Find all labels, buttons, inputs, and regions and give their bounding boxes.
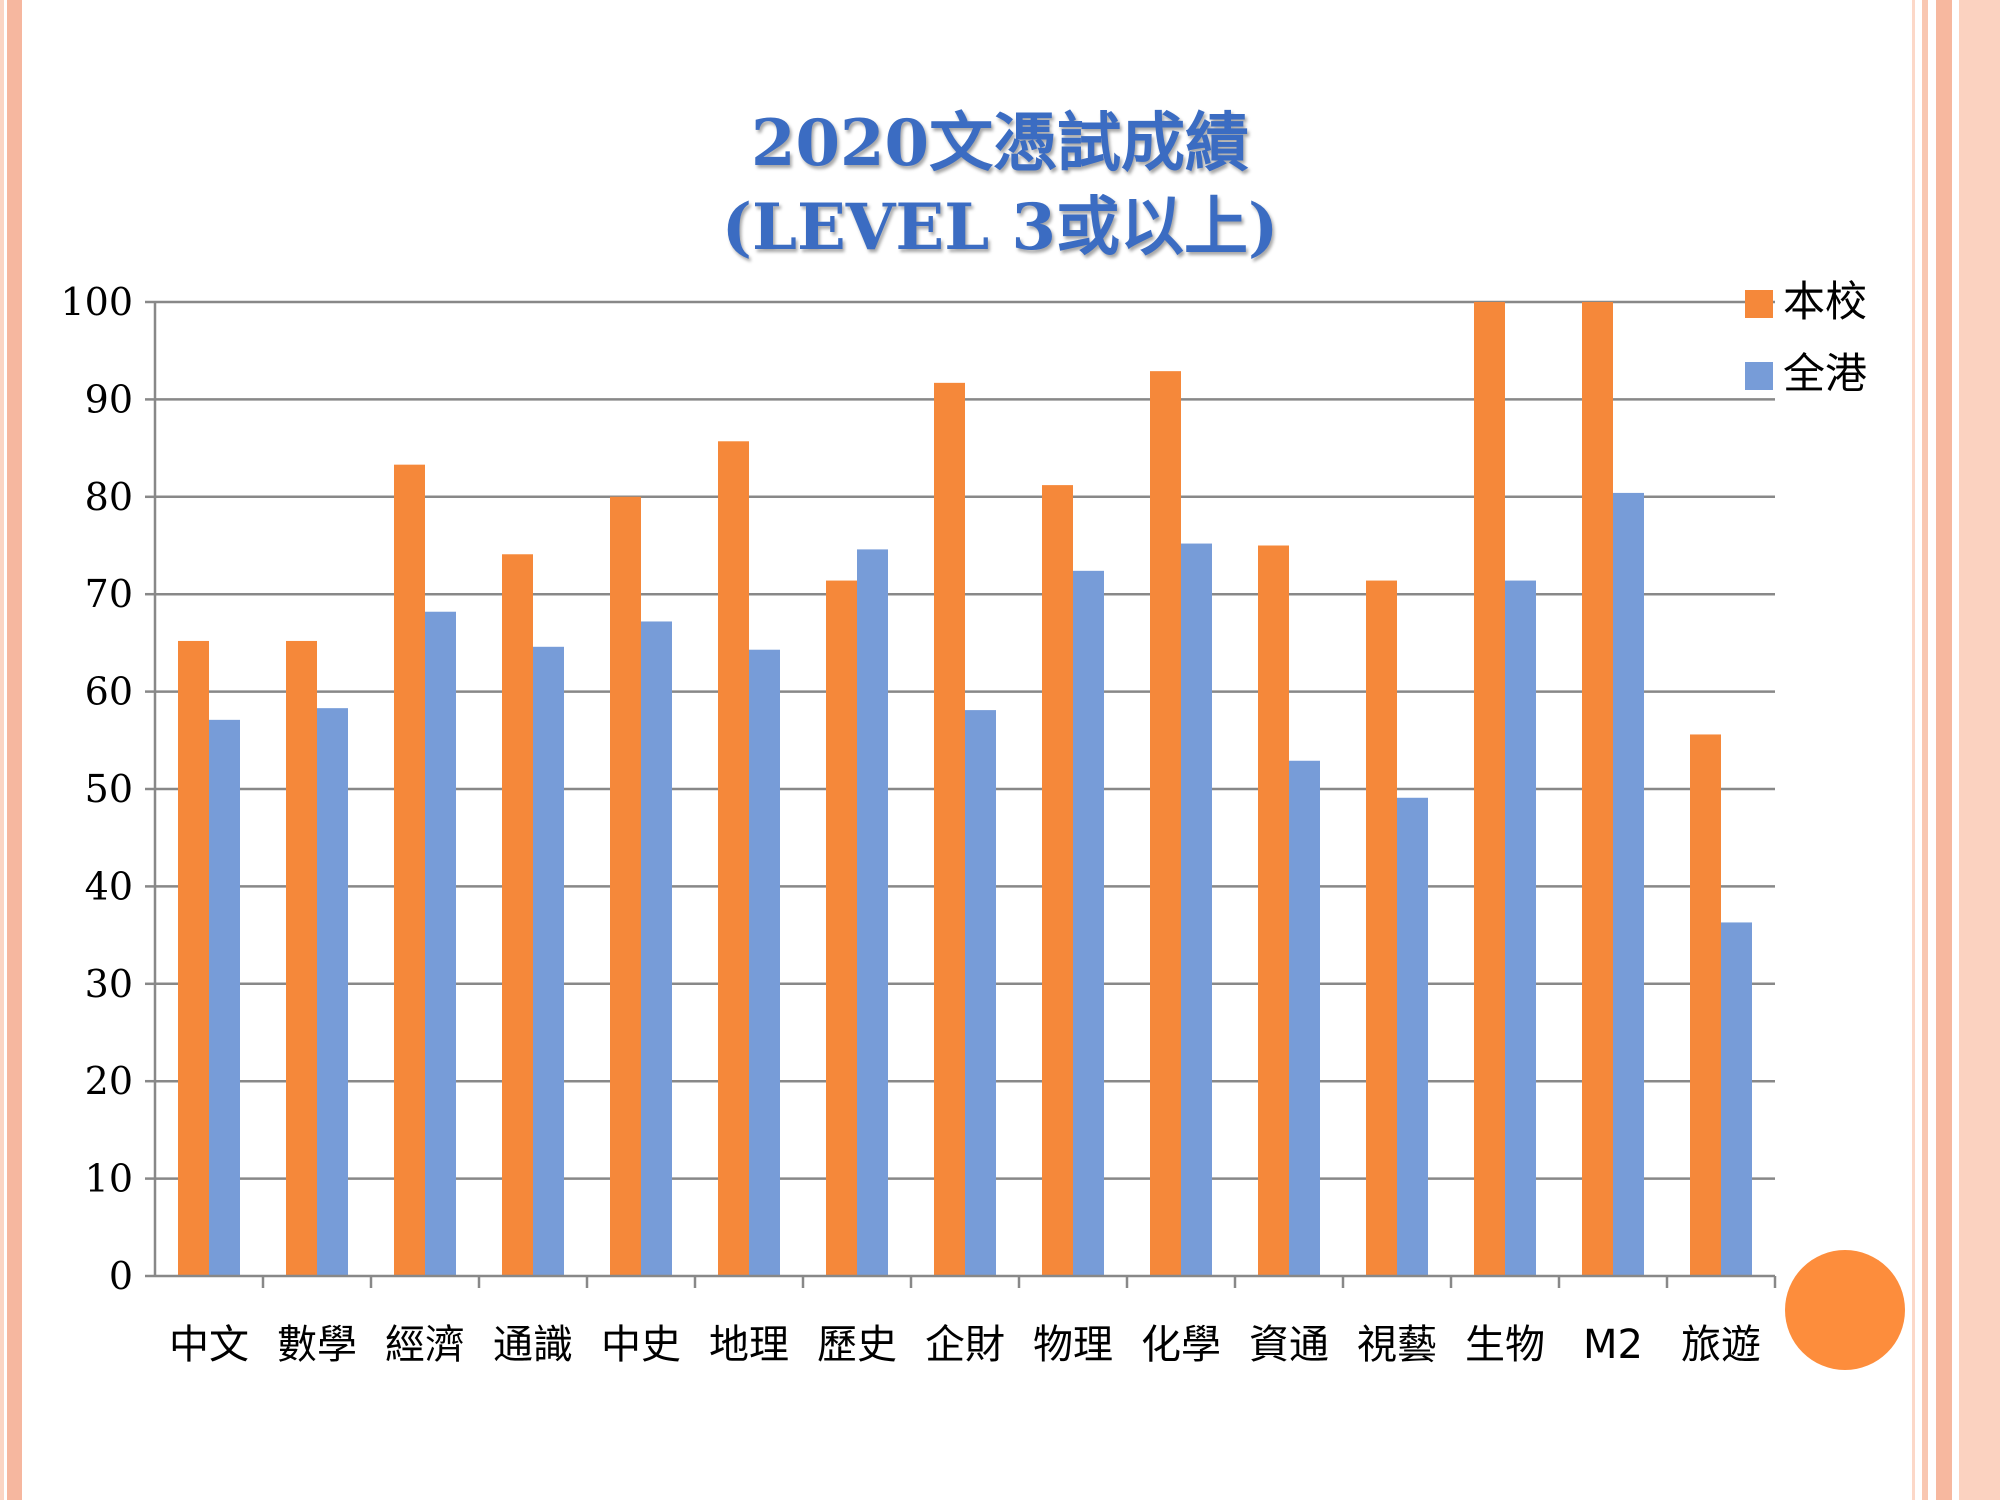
x-category-label: 地理 [709, 1322, 789, 1368]
bar-hk [857, 549, 888, 1276]
y-tick-label: 50 [85, 767, 133, 811]
bar-school [286, 640, 317, 1276]
bars [178, 302, 1752, 1277]
bar-hk [1505, 580, 1536, 1276]
x-category-label: 通識 [493, 1322, 573, 1368]
bar-school [1690, 734, 1721, 1276]
slide-border-right [1912, 0, 2000, 1500]
y-tick-label: 100 [60, 280, 133, 324]
bar-school [1582, 302, 1613, 1276]
slide-subtitle: (LEVEL 3或以上) [721, 190, 1279, 265]
x-category-label: 旅遊 [1681, 1322, 1761, 1368]
y-tick-label: 70 [85, 572, 133, 616]
bar-hk [641, 621, 672, 1276]
x-category-label: M2 [1583, 1322, 1643, 1368]
y-tick-label: 80 [85, 475, 133, 519]
legend-swatch [1745, 362, 1773, 390]
x-category-label: 生物 [1465, 1322, 1545, 1368]
legend-label: 全港 [1783, 349, 1867, 398]
bar-hk [533, 646, 564, 1276]
x-category-label: 化學 [1141, 1322, 1221, 1368]
x-category-label: 中文 [169, 1322, 249, 1368]
x-category-label: 資通 [1249, 1322, 1329, 1368]
bar-school [610, 496, 641, 1276]
bar-school [394, 464, 425, 1277]
y-tick-label: 20 [85, 1059, 133, 1103]
bar-school [1366, 580, 1397, 1276]
y-tick-label: 60 [85, 670, 133, 714]
bar-school [1258, 545, 1289, 1276]
slide-title: 2020文憑試成績 [750, 106, 1250, 181]
bar-hk [965, 710, 996, 1276]
bar-school [502, 554, 533, 1276]
y-tick-label: 10 [85, 1157, 133, 1201]
bar-school [1042, 485, 1073, 1276]
bar-hk [1181, 543, 1212, 1276]
x-category-label: 數學 [277, 1322, 357, 1368]
x-category-label: 歷史 [817, 1322, 897, 1368]
x-category-label: 物理 [1033, 1322, 1113, 1368]
bar-school [1150, 371, 1181, 1276]
axes: 0 10 20 30 40 50 60 70 80 90 100 中文 數學 經濟 通識 中史 地理 歷史 企財 物理… [60, 280, 1777, 1368]
x-category-label: 經濟 [385, 1322, 465, 1368]
x-category-label: 中史 [601, 1322, 681, 1368]
x-category-label: 視藝 [1357, 1322, 1437, 1368]
legend-swatch [1745, 290, 1773, 318]
bar-school [178, 640, 209, 1276]
bar-school [718, 441, 749, 1277]
bar-school [826, 580, 857, 1276]
slide-border-left [0, 0, 26, 1500]
bar-hk [1397, 797, 1428, 1276]
bar-hk [1289, 760, 1320, 1276]
y-tick-label: 90 [85, 377, 133, 421]
bar-hk [749, 649, 780, 1276]
bar-hk [425, 611, 456, 1276]
bar-hk [209, 719, 240, 1276]
bar-school [934, 382, 965, 1276]
bar-hk [1613, 492, 1644, 1276]
y-tick-label: 40 [85, 864, 133, 908]
legend-label: 本校 [1783, 277, 1867, 326]
decorative-circle [1785, 1250, 1905, 1370]
x-category-label: 企財 [925, 1322, 1005, 1368]
bar-hk [1073, 570, 1104, 1276]
bar-school [1474, 302, 1505, 1276]
bar-hk [1721, 922, 1752, 1276]
y-tick-label: 30 [85, 962, 133, 1006]
y-tick-label: 0 [109, 1254, 133, 1298]
bar-hk [317, 708, 348, 1276]
